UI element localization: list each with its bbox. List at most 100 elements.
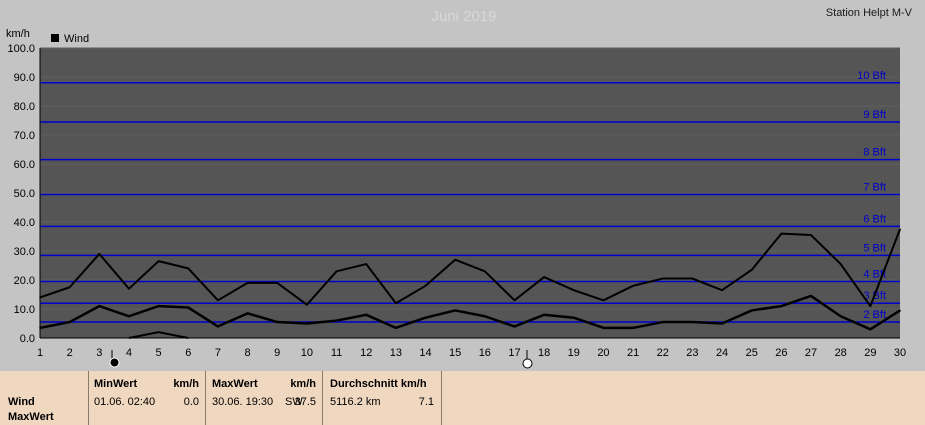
data-point [899,309,901,312]
max-direction: SW [285,396,303,408]
data-point [157,305,160,307]
beaufort-label: 7 Bft [863,181,886,193]
max-date: 30.06. 19:30 [212,396,274,408]
y-tick-label: 10.0 [14,304,35,316]
x-tick-label: 7 [215,347,221,359]
x-tick-label: 5 [156,347,162,359]
x-tick-label: 26 [775,347,787,359]
data-point [157,260,160,262]
beaufort-label: 2 Bft [863,309,886,321]
data-point [602,299,605,302]
beaufort-label: 8 Bft [863,147,886,159]
data-point [335,319,338,322]
y-tick-label: 20.0 [14,275,35,287]
data-point [780,232,783,235]
data-point [217,299,219,302]
data-point [365,263,368,265]
y-tick-label: 60.0 [14,159,35,171]
beaufort-label: 5 Bft [863,242,886,254]
y-tick-label: 100.0 [7,43,35,55]
y-tick-label: 70.0 [14,130,35,142]
data-point [750,309,753,312]
x-tick-label: 20 [597,347,609,359]
x-tick-label: 24 [716,347,728,359]
x-tick-label: 30 [894,347,906,359]
x-tick-label: 28 [835,347,847,359]
data-point [98,305,101,307]
data-point [335,270,338,273]
min-header: MinWert [94,378,138,390]
max-header: MaxWert [212,378,258,390]
max-unit: km/h [290,378,316,390]
data-point [187,267,190,270]
data-point [484,315,486,318]
data-point [839,263,842,265]
range-end-handle[interactable] [522,358,533,369]
data-point [632,285,634,287]
beaufort-label: 10 Bft [857,70,886,82]
x-tick-label: 8 [245,347,251,359]
legend-label: Wind [64,33,89,45]
beaufort-label: 9 Bft [863,109,886,121]
x-tick-label: 2 [67,347,73,359]
data-point [276,282,279,284]
avg-stats-cell: Durchschnitt km/h 5116.2 km 7.1 [323,371,442,425]
data-point [276,321,279,323]
data-point [869,305,872,307]
data-point [128,315,130,318]
x-tick-label: 14 [419,347,431,359]
station-label: Station Helpt M-V [826,7,913,19]
max-stats-cell: MaxWert km/h 30.06. 19:30 SW 37.5 [206,371,323,425]
data-point [424,285,427,287]
min-date: 01.06. 02:40 [94,396,156,408]
x-tick-label: 23 [686,347,698,359]
data-point [810,234,812,236]
x-tick-label: 10 [301,347,313,359]
data-point [869,328,872,331]
data-point [484,270,486,273]
data-point [661,277,664,280]
y-tick-label: 90.0 [14,72,35,84]
range-start-handle[interactable] [109,357,120,368]
data-point [721,289,723,291]
data-point [246,312,249,315]
avg-value: 7.1 [418,396,434,408]
data-point [899,228,901,231]
x-tick-label: 12 [360,347,372,359]
data-point [572,316,575,319]
data-point [306,322,308,325]
y-tick-label: 30.0 [14,246,35,258]
data-point [395,327,397,329]
x-tick-label: 13 [390,347,402,359]
data-point [128,287,130,290]
data-point [454,258,456,261]
data-point [365,314,368,316]
data-point [839,315,842,318]
series-line-partial [128,331,189,339]
data-point [306,303,308,306]
x-tick-label: 25 [746,347,758,359]
x-tick-label: 29 [864,347,876,359]
data-point [454,309,456,312]
data-point [217,325,219,328]
chart-title: Juni 2019 [431,8,496,25]
data-point [632,327,634,329]
data-point [721,322,723,325]
data-point [810,295,812,297]
data-point [661,321,664,323]
data-point [513,299,516,302]
stats-panel: Wind MaxWert MinWert km/h 01.06. 02:40 0… [0,371,925,425]
y-axis-unit: km/h [6,28,30,40]
min-unit: km/h [173,378,199,390]
data-point [543,314,545,316]
data-point [543,276,545,278]
x-tick-label: 3 [96,347,102,359]
x-tick-label: 1 [37,347,43,359]
x-tick-label: 19 [568,347,580,359]
x-tick-label: 17 [508,347,520,359]
data-point [750,269,753,271]
data-point [691,321,694,323]
max-value: 37.5 [294,396,316,408]
y-tick-label: 50.0 [14,188,35,200]
data-point [395,302,397,305]
